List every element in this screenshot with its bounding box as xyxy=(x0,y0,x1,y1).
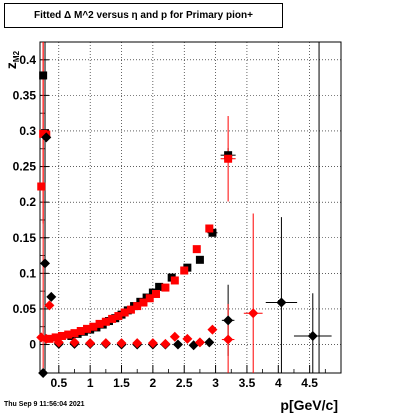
data-point-diamond xyxy=(69,337,80,348)
y-tick-label: 0.15 xyxy=(13,231,37,245)
data-point-square xyxy=(139,298,148,307)
data-point-square xyxy=(192,245,201,254)
svg-text:zM2: zM2 xyxy=(3,50,21,69)
data-point-square xyxy=(155,282,164,291)
data-point-square xyxy=(57,331,66,340)
data-point-square xyxy=(161,283,170,292)
data-point-diamond xyxy=(38,368,49,378)
x-tick-label: 3 xyxy=(212,376,219,390)
y-tick-label: 0.1 xyxy=(19,266,36,280)
data-point-diamond xyxy=(160,338,171,349)
data-point-diamond xyxy=(147,338,158,349)
data-point-square xyxy=(108,314,117,323)
data-point-diamond xyxy=(46,291,57,302)
data-point-diamond xyxy=(207,324,218,335)
plot-frame xyxy=(39,41,342,374)
data-point-diamond xyxy=(41,132,52,143)
data-point-diamond xyxy=(172,339,183,350)
axis-ticks xyxy=(40,59,326,373)
x-tick-label: 4.5 xyxy=(301,376,318,390)
y-tick-label: 0.05 xyxy=(13,302,37,316)
y-axis-label: zM2 xyxy=(3,50,21,69)
data-point-square xyxy=(70,329,79,338)
data-point-square xyxy=(83,324,92,333)
data-point-square xyxy=(180,266,189,275)
x-tick-label: 1 xyxy=(87,376,94,390)
data-point-diamond xyxy=(194,337,205,348)
chart-title: Fitted Δ M^2 versus η and p for Primary … xyxy=(34,10,253,21)
data-point-diamond xyxy=(182,333,193,344)
data-point-square xyxy=(89,322,98,331)
data-point-square xyxy=(114,312,123,321)
x-tick-label: 2 xyxy=(150,376,157,390)
x-tick-label: 0.5 xyxy=(50,376,67,390)
data-point-diamond xyxy=(53,337,64,348)
data-point-square xyxy=(126,305,135,314)
data-point-diamond xyxy=(40,258,51,269)
data-point-diamond xyxy=(223,315,234,326)
x-tick-label: 2.5 xyxy=(176,376,193,390)
y-tick-label: 0.35 xyxy=(13,88,37,102)
data-point-square xyxy=(95,319,104,328)
data-point-square xyxy=(205,224,214,233)
data-point-square xyxy=(170,276,179,285)
data-point-diamond xyxy=(44,300,55,311)
y-tick-label: 0.2 xyxy=(19,195,36,209)
data-point-square xyxy=(37,182,46,191)
timestamp: Thu Sep 9 11:56:04 2021 xyxy=(4,401,85,408)
data-point-square xyxy=(145,294,154,303)
data-point-square xyxy=(64,330,73,339)
data-points xyxy=(36,71,318,378)
x-axis-label: p[GeV/c] xyxy=(280,397,338,413)
data-point-diamond xyxy=(223,334,234,345)
y-tick-label: 0.4 xyxy=(19,53,36,67)
data-point-square xyxy=(76,327,85,336)
data-point-diamond xyxy=(307,330,318,341)
grid xyxy=(40,42,341,373)
data-point-diamond xyxy=(85,338,96,349)
data-point-square xyxy=(51,333,60,342)
data-point-diamond xyxy=(41,333,52,344)
y-tick-label: 0.3 xyxy=(19,124,36,138)
data-point-square xyxy=(195,255,204,264)
data-point-square xyxy=(208,228,217,237)
data-point-diamond xyxy=(100,338,111,349)
data-point-diamond xyxy=(169,331,180,342)
data-point-diamond xyxy=(276,297,287,308)
data-point-diamond xyxy=(204,337,215,348)
data-point-square xyxy=(101,317,110,326)
data-point-square xyxy=(120,308,129,317)
x-tick-label: 1.5 xyxy=(113,376,130,390)
y-tick-label: 0.25 xyxy=(13,160,37,174)
data-point-square xyxy=(39,71,48,80)
tick-labels: 0.5 1 1.5 2 2.5 3 3.5 4 4.5 0 0.05 0.1 0.15 0.2 0.25 0.… xyxy=(13,53,319,390)
data-point-square xyxy=(224,154,233,163)
x-tick-label: 4 xyxy=(275,376,282,390)
y-tick-label: 0 xyxy=(29,338,36,352)
error-bars xyxy=(41,42,332,373)
data-point-diamond xyxy=(116,338,127,349)
x-tick-label: 3.5 xyxy=(239,376,256,390)
data-point-square xyxy=(133,302,142,311)
data-point-square xyxy=(152,289,161,298)
data-point-diamond xyxy=(248,308,259,319)
chart-title-box: Fitted Δ M^2 versus η and p for Primary … xyxy=(4,3,283,28)
data-point-diamond xyxy=(132,338,143,349)
